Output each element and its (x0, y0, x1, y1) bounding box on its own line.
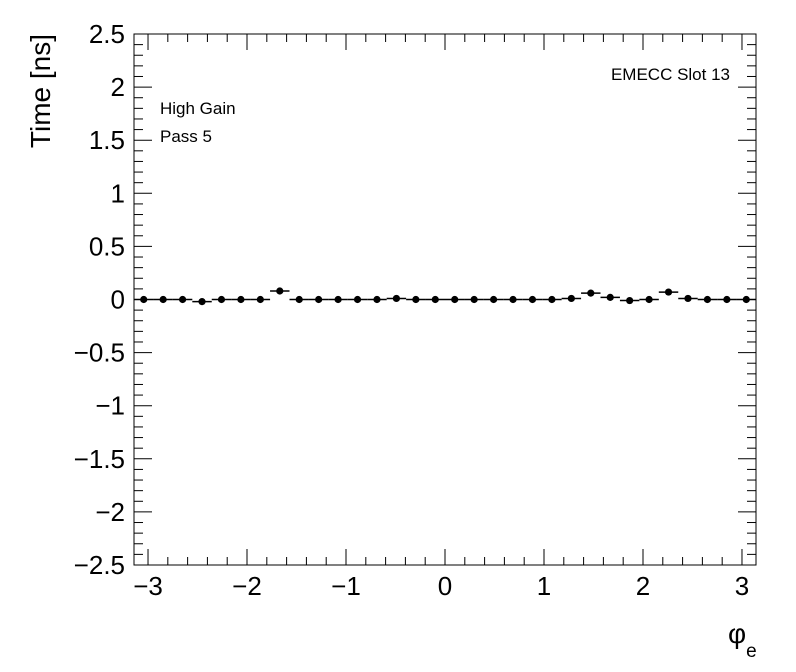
data-point (483, 295, 504, 304)
data-point (367, 295, 387, 304)
x-tick-label: −1 (331, 571, 361, 601)
data-marker (256, 295, 264, 304)
data-point (386, 294, 407, 303)
data-point (658, 288, 679, 296)
data-point (172, 295, 193, 304)
data-marker (528, 295, 537, 304)
pass-annotation: Pass 5 (160, 127, 212, 146)
data-marker (723, 295, 731, 304)
data-marker (334, 295, 342, 304)
y-tick-label: 1.5 (89, 125, 125, 155)
y-tick-label: 0 (111, 285, 125, 315)
y-tick-labels: −2.5 −2 −1.5 −1 −0.5 0 0.5 1 1.5 2 2.5 (74, 19, 125, 580)
data-point (639, 295, 659, 304)
y-axis-title: Time [ns] (25, 34, 56, 148)
data-marker (451, 295, 459, 304)
x-tick-label: 0 (438, 571, 452, 601)
data-marker (606, 293, 614, 301)
data-point (445, 295, 465, 304)
data-marker (548, 295, 556, 304)
data-marker (684, 294, 692, 303)
data-point (250, 295, 271, 304)
y-tick-label: −2.5 (74, 550, 125, 580)
x-axis-title-main: φ (728, 618, 746, 649)
y-tick-label: 2.5 (89, 19, 125, 49)
data-point (425, 295, 445, 304)
y-tick-label: −0.5 (74, 338, 125, 368)
data-point (717, 295, 737, 304)
x-tick-label: −2 (232, 571, 262, 601)
data-point (542, 295, 562, 304)
data-marker (509, 295, 517, 304)
data-marker (315, 295, 323, 304)
x-tick-label: 3 (735, 571, 749, 601)
x-axis-title: φe (728, 618, 757, 662)
data-marker (276, 287, 284, 295)
x-tick-label: 2 (636, 571, 650, 601)
data-marker (295, 295, 303, 304)
data-marker (431, 295, 439, 304)
data-point (153, 295, 173, 304)
slot-annotation: EMECC Slot 13 (611, 65, 730, 84)
data-point (133, 295, 154, 304)
data-point (406, 295, 426, 304)
data-marker (742, 295, 750, 304)
data-marker (470, 295, 478, 304)
data-marker (664, 288, 673, 296)
data-point (561, 294, 582, 303)
data-point (678, 294, 698, 303)
data-point (289, 295, 309, 304)
data-point (503, 295, 523, 304)
data-marker (489, 295, 498, 304)
gain-annotation: High Gain (160, 99, 236, 118)
data-marker (140, 295, 148, 304)
data-point (211, 295, 232, 304)
data-point (522, 295, 543, 304)
data-point (600, 293, 620, 301)
data-marker (645, 295, 653, 304)
data-marker (237, 295, 245, 304)
data-point (736, 295, 757, 304)
data-point (328, 295, 348, 304)
data-point (192, 298, 212, 306)
data-marker (567, 294, 575, 303)
data-point (308, 295, 329, 304)
data-marker (159, 295, 167, 304)
data-point (347, 295, 368, 304)
y-tick-label: 2 (111, 72, 125, 102)
data-point (231, 295, 251, 304)
data-series (133, 287, 757, 306)
x-tick-label: −3 (133, 571, 163, 601)
data-marker (703, 295, 712, 304)
data-marker (392, 294, 401, 303)
x-tick-label: 1 (537, 571, 551, 601)
data-point (581, 289, 601, 297)
y-tick-label: 1 (111, 178, 125, 208)
y-tick-label: −1.5 (74, 444, 125, 474)
data-marker (198, 298, 206, 306)
y-tick-label: 0.5 (89, 231, 125, 261)
data-marker (412, 295, 420, 304)
y-tick-label: −2 (95, 497, 125, 527)
data-marker (587, 289, 595, 297)
data-point (619, 296, 640, 305)
data-point (464, 295, 484, 304)
data-marker (626, 296, 634, 305)
data-point (697, 295, 718, 304)
x-axis-title-sub: e (746, 641, 757, 662)
x-tick-labels: −3 −2 −1 0 1 2 3 (133, 571, 749, 601)
data-marker (178, 295, 187, 304)
data-point (270, 287, 290, 295)
y-tick-label: −1 (95, 391, 125, 421)
data-marker (373, 295, 381, 304)
data-marker (217, 295, 226, 304)
data-marker (353, 295, 362, 304)
